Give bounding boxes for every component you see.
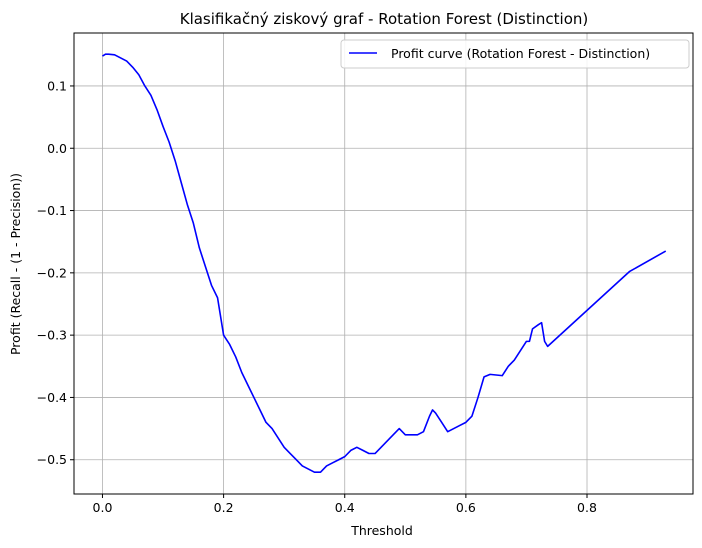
legend-label: Profit curve (Rotation Forest - Distinct… (391, 46, 650, 61)
profit-curve-line (102, 53, 667, 474)
y-tick-label: −0.5 (37, 452, 67, 467)
y-axis-ticks: 0.1 0.0 −0.1 −0.2 −0.3 −0.4 −0.5 (37, 78, 74, 467)
legend: Profit curve (Rotation Forest - Distinct… (340, 39, 690, 69)
x-axis-ticks: 0.0 0.2 0.4 0.6 0.8 (93, 494, 597, 515)
plot-frame (73, 32, 694, 495)
y-tick-label: 0.0 (47, 141, 67, 156)
y-tick-label: −0.1 (37, 203, 67, 218)
chart-title: Klasifikačný ziskový graf - Rotation For… (180, 10, 589, 28)
x-tick-label: 0.2 (214, 500, 234, 515)
x-tick-label: 0.0 (93, 500, 113, 515)
y-tick-label: −0.3 (37, 328, 67, 343)
plot-area (102, 53, 667, 474)
legend-box (340, 39, 690, 69)
y-tick-label: −0.2 (37, 265, 67, 280)
y-tick-label: −0.4 (37, 390, 67, 405)
x-tick-label: 0.6 (456, 500, 476, 515)
x-axis-label: Threshold (350, 523, 413, 538)
x-tick-label: 0.4 (335, 500, 355, 515)
y-tick-label: 0.1 (47, 78, 67, 93)
y-axis-label: Profit (Recall - (1 - Precision)) (8, 173, 23, 355)
x-tick-label: 0.8 (577, 500, 597, 515)
grid-lines (74, 33, 693, 494)
